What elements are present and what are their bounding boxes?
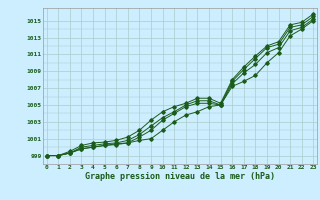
X-axis label: Graphe pression niveau de la mer (hPa): Graphe pression niveau de la mer (hPa) bbox=[85, 172, 275, 181]
